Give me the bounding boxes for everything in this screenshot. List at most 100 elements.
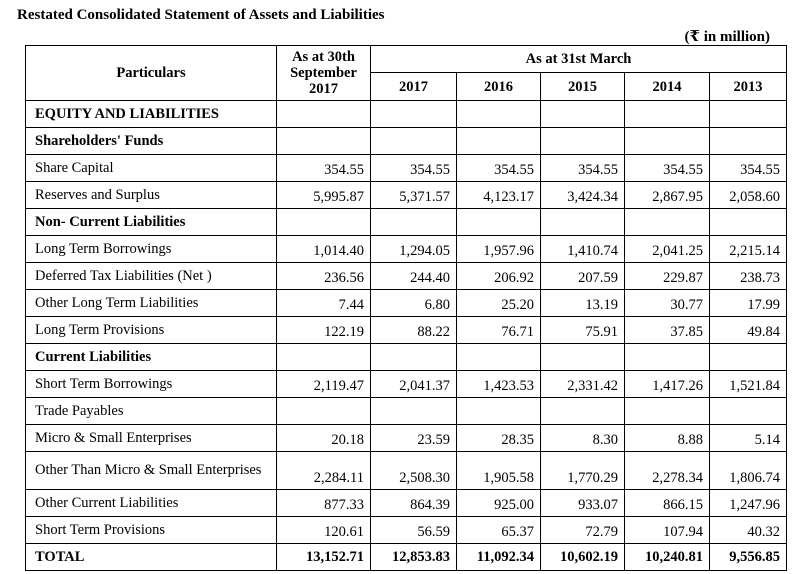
table-row: Deferred Tax Liabilities (Net ) 236.56 244… (25, 262, 787, 290)
value-cell: 49.84 (709, 316, 787, 344)
value-cell: 207.59 (540, 262, 625, 290)
value-cell (540, 208, 625, 236)
value-cell (709, 397, 787, 425)
value-cell: 8.88 (624, 424, 710, 452)
value-cell: 5.14 (709, 424, 787, 452)
header-year: 2013 (709, 72, 787, 101)
value-cell (276, 343, 371, 371)
value-cell (276, 208, 371, 236)
unit-note: (₹ in million) (684, 29, 770, 45)
value-cell: 4,123.17 (456, 181, 541, 209)
row-label: Long Term Provisions (25, 316, 277, 344)
value-cell: 244.40 (370, 262, 457, 290)
total-row: TOTAL 13,152.71 12,853.83 11,092.34 10,602.1… (25, 543, 787, 571)
header-march-group: As at 31st March (370, 45, 787, 73)
value-cell: 354.55 (624, 154, 710, 182)
section-heading-row: Non- Current Liabilities (25, 208, 787, 236)
table-row: Other Current Liabilities 877.33 864.39 925… (25, 489, 787, 517)
row-label: Long Term Borrowings (25, 235, 277, 263)
value-cell: 10,240.81 (624, 543, 710, 571)
table-row: Trade Payables (25, 397, 787, 425)
value-cell: 1,294.05 (370, 235, 457, 263)
row-label: Other Than Micro & Small Enterprises (25, 451, 277, 490)
value-cell: 1,014.40 (276, 235, 371, 263)
value-cell: 354.55 (540, 154, 625, 182)
header-year: 2015 (540, 72, 625, 101)
row-label: TOTAL (25, 543, 277, 571)
row-label: Deferred Tax Liabilities (Net ) (25, 262, 277, 290)
value-cell: 2,284.11 (276, 451, 371, 490)
row-label: Other Long Term Liabilities (25, 289, 277, 317)
value-cell: 72.79 (540, 516, 625, 544)
value-cell: 354.55 (276, 154, 371, 182)
value-cell (540, 397, 625, 425)
value-cell: 75.91 (540, 316, 625, 344)
value-cell: 236.56 (276, 262, 371, 290)
header-sep-2017: As at 30th September 2017 (276, 45, 371, 101)
value-cell: 2,508.30 (370, 451, 457, 490)
value-cell: 6.80 (370, 289, 457, 317)
value-cell (276, 100, 371, 128)
value-cell (540, 127, 625, 155)
value-cell (540, 100, 625, 128)
table-row: Long Term Provisions 122.19 88.22 76.71 75.9… (25, 316, 787, 344)
row-label: Short Term Provisions (25, 516, 277, 544)
row-label: Reserves and Surplus (25, 181, 277, 209)
row-label: Micro & Small Enterprises (25, 424, 277, 452)
value-cell: 1,423.53 (456, 370, 541, 398)
row-label: Non- Current Liabilities (25, 208, 277, 236)
value-cell: 1,806.74 (709, 451, 787, 490)
value-cell: 2,041.37 (370, 370, 457, 398)
value-cell: 206.92 (456, 262, 541, 290)
value-cell: 2,278.34 (624, 451, 710, 490)
value-cell: 25.20 (456, 289, 541, 317)
value-cell (624, 100, 710, 128)
value-cell: 65.37 (456, 516, 541, 544)
value-cell: 37.85 (624, 316, 710, 344)
value-cell: 10,602.19 (540, 543, 625, 571)
value-cell: 1,247.96 (709, 489, 787, 517)
section-heading-row: Shareholders' Funds (25, 127, 787, 155)
table-row: Share Capital 354.55 354.55 354.55 354.55 354… (25, 154, 787, 182)
value-cell: 20.18 (276, 424, 371, 452)
value-cell: 5,371.57 (370, 181, 457, 209)
value-cell: 8.30 (540, 424, 625, 452)
value-cell: 122.19 (276, 316, 371, 344)
value-cell: 1,417.26 (624, 370, 710, 398)
value-cell: 11,092.34 (456, 543, 541, 571)
value-cell: 229.87 (624, 262, 710, 290)
value-cell (370, 343, 457, 371)
row-label: Shareholders' Funds (25, 127, 277, 155)
value-cell: 866.15 (624, 489, 710, 517)
value-cell: 2,119.47 (276, 370, 371, 398)
value-cell (624, 343, 710, 371)
assets-liabilities-table: Particulars As at 30th September 2017 As… (25, 45, 787, 571)
table-row: Other Than Micro & Small Enterprises 2,28… (25, 451, 787, 490)
value-cell (456, 343, 541, 371)
value-cell (370, 100, 457, 128)
value-cell: 40.32 (709, 516, 787, 544)
value-cell: 9,556.85 (709, 543, 787, 571)
table-row: Short Term Borrowings 2,119.47 2,041.37 1,4… (25, 370, 787, 398)
table-row: Short Term Provisions 120.61 56.59 65.37 72.… (25, 516, 787, 544)
value-cell: 3,424.34 (540, 181, 625, 209)
header-year: 2017 (370, 72, 457, 101)
row-label: Share Capital (25, 154, 277, 182)
table-row: Micro & Small Enterprises 20.18 23.59 28.35… (25, 424, 787, 452)
section-heading-row: EQUITY AND LIABILITIES (25, 100, 787, 128)
value-cell: 12,853.83 (370, 543, 457, 571)
value-cell: 5,995.87 (276, 181, 371, 209)
value-cell (540, 343, 625, 371)
value-cell: 1,770.29 (540, 451, 625, 490)
table-body: EQUITY AND LIABILITIES Shareholders' Fund… (25, 100, 787, 571)
value-cell: 864.39 (370, 489, 457, 517)
value-cell (456, 100, 541, 128)
row-label: Short Term Borrowings (25, 370, 277, 398)
value-cell (624, 397, 710, 425)
value-cell (370, 208, 457, 236)
value-cell: 354.55 (370, 154, 457, 182)
table-row: Reserves and Surplus 5,995.87 5,371.57 4,12… (25, 181, 787, 209)
value-cell: 1,957.96 (456, 235, 541, 263)
value-cell: 354.55 (709, 154, 787, 182)
value-cell: 2,867.95 (624, 181, 710, 209)
